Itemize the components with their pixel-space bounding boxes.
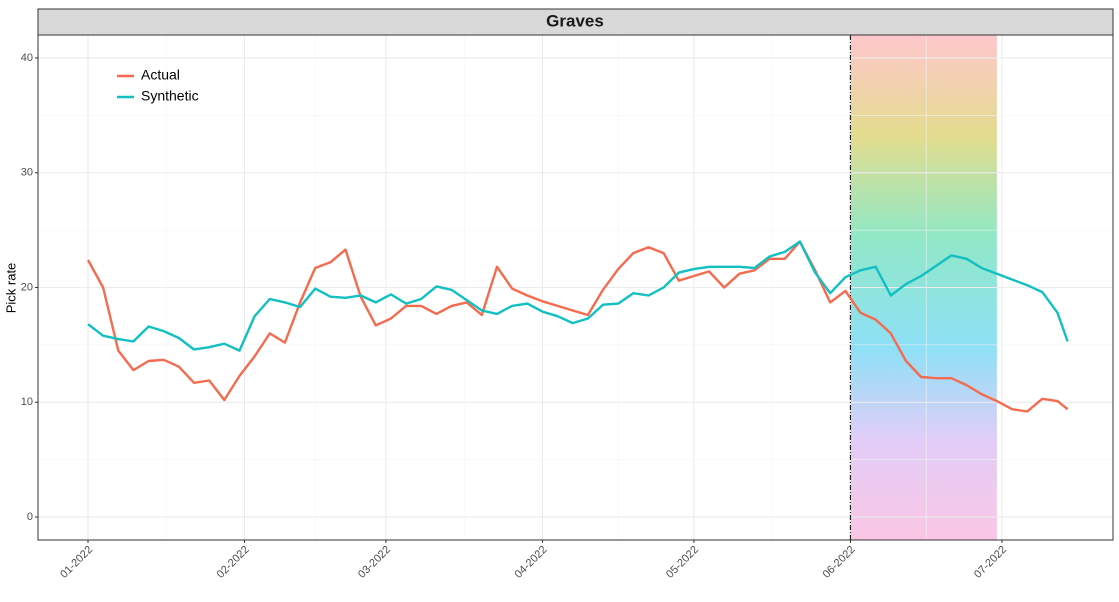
series-line <box>87 240 1069 352</box>
series-line <box>86 240 1069 413</box>
x-tick-label: 03-2022 <box>356 544 393 581</box>
y-tick-label: 10 <box>21 396 33 408</box>
y-axis-label: Pick rate <box>3 263 18 314</box>
y-tick-label: 40 <box>21 52 33 64</box>
x-tick-label: 06-2022 <box>821 544 858 581</box>
plot-area <box>38 35 1113 540</box>
y-tick-label: 20 <box>21 281 33 293</box>
x-tick-label: 05-2022 <box>664 544 701 581</box>
y-tick-label: 0 <box>27 511 33 523</box>
x-tick-label: 02-2022 <box>215 544 252 581</box>
chart-title: Graves <box>546 11 604 30</box>
strip <box>37 8 1114 36</box>
x-tick-label: 01-2022 <box>58 544 95 581</box>
y-tick-label: 30 <box>21 167 33 179</box>
x-tick-label: 07-2022 <box>972 544 1009 581</box>
x-tick-label: 04-2022 <box>513 544 550 581</box>
legend-label: Actual <box>141 67 180 83</box>
legend-label: Synthetic <box>141 88 199 104</box>
